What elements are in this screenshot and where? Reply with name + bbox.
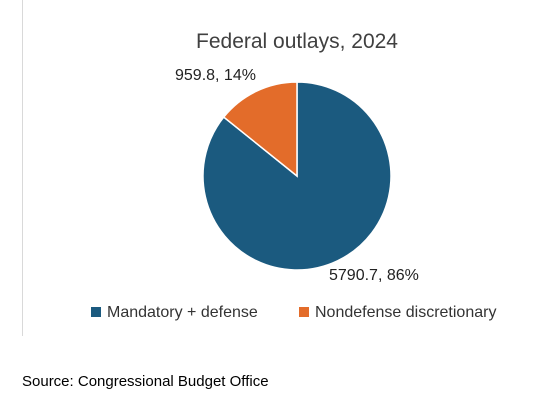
legend: Mandatory + defense Nondefense discretio… bbox=[91, 304, 496, 321]
pie-chart: Federal outlays, 2024 959.8, 14% 5790.7,… bbox=[91, 30, 496, 321]
source-note: Source: Congressional Budget Office bbox=[22, 373, 269, 390]
slice-data-label-nondefense: 959.8, 14% bbox=[175, 67, 256, 84]
slice-data-label-mandatory: 5790.7, 86% bbox=[329, 267, 419, 284]
legend-label-mandatory: Mandatory + defense bbox=[107, 304, 258, 321]
pie-slices bbox=[202, 81, 392, 271]
chart-frame bbox=[22, 0, 539, 336]
pie-slice-nondefense-discretionary bbox=[222, 81, 298, 178]
chart-title: Federal outlays, 2024 bbox=[196, 30, 398, 53]
legend-swatch-mandatory bbox=[91, 307, 101, 317]
legend-label-nondefense: Nondefense discretionary bbox=[315, 304, 496, 321]
legend-swatch-nondefense bbox=[299, 307, 309, 317]
